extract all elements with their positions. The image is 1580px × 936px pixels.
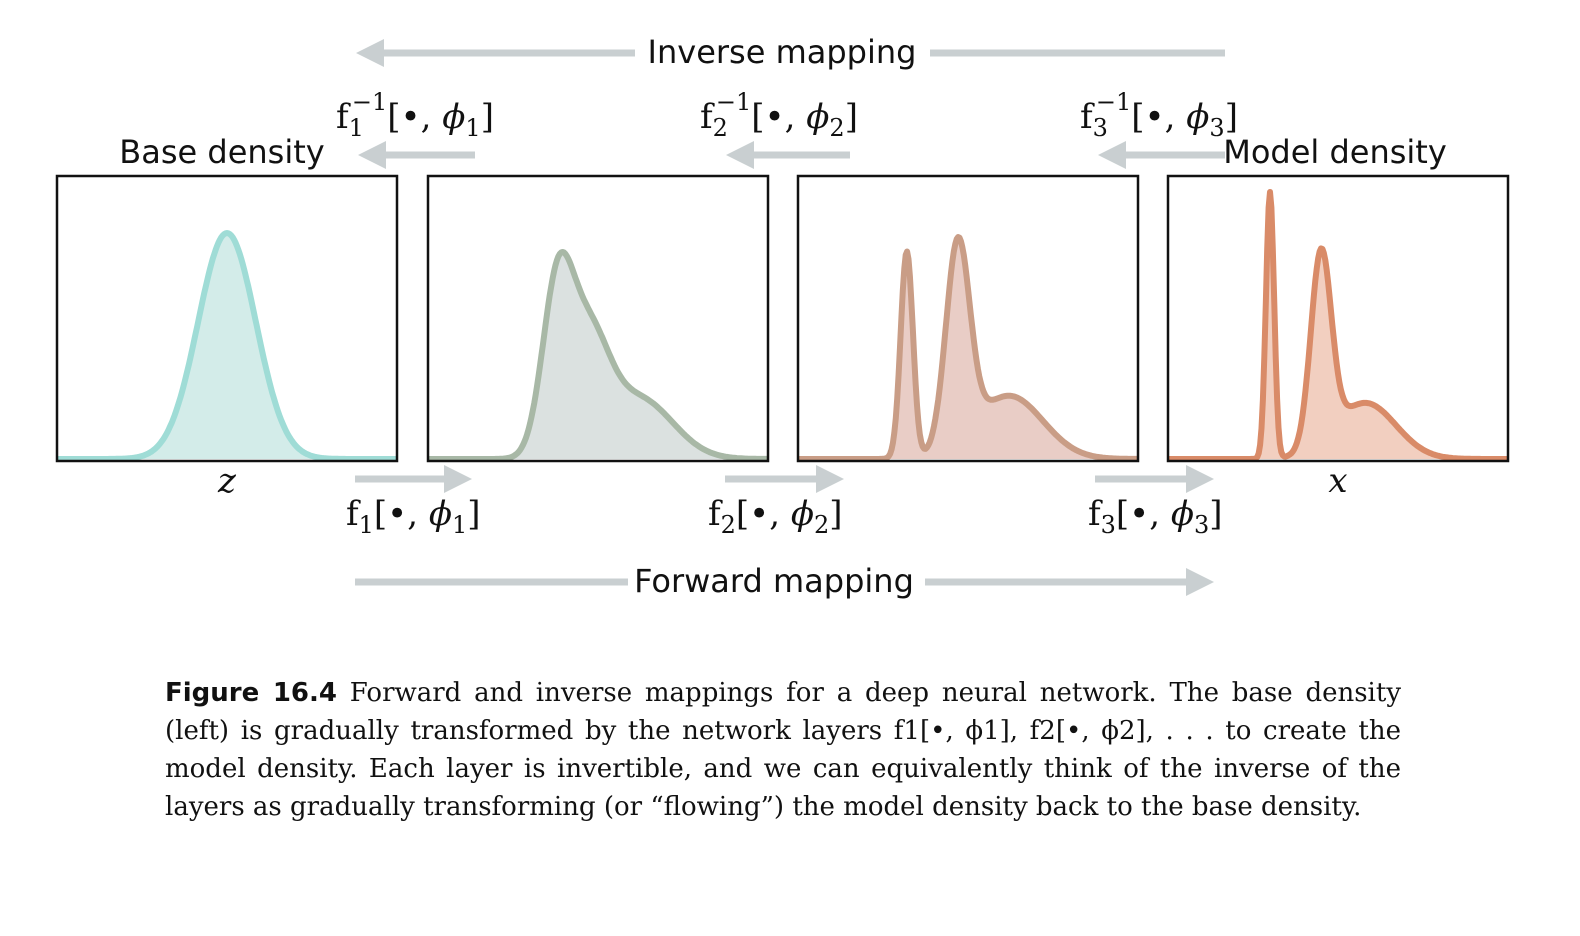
inverse-mapping-label: Inverse mapping [648,33,917,71]
svg-text:f1−1[•, ϕ1]: f1−1[•, ϕ1] [336,88,494,142]
base-density-fill [57,233,397,459]
model-density-curve [1166,189,1510,462]
caption-text: Forward and inverse mappings for a deep … [165,678,1402,822]
model-density-fill [1168,192,1508,459]
base-density-label: Base density [119,133,324,171]
axis-label-z: z [217,461,237,501]
axis-label-x: x [1328,461,1347,501]
model-density-label: Model density [1223,133,1447,171]
intermediate-density-2-fill [798,237,1138,459]
intermediate-density-2-curve [796,234,1140,462]
svg-text:f3[•, ϕ3]: f3[•, ϕ3] [1088,494,1223,539]
panel-frame-4 [1166,174,1510,463]
density-panel-1 [55,174,399,463]
panel-frame-1 [55,174,399,463]
inverse-layer-label-2: f2−1[•, ϕ2] [700,88,858,142]
intermediate-density-1-curve [426,249,770,462]
forward-layer-label-2: f2[•, ϕ2] [708,494,843,539]
svg-text:f2[•, ϕ2]: f2[•, ϕ2] [708,494,843,539]
svg-text:f2−1[•, ϕ2]: f2−1[•, ϕ2] [700,88,858,142]
forward-mapping-label: Forward mapping [634,562,914,600]
density-panel-3 [796,174,1140,463]
figure-number: Figure 16.4 [165,678,337,708]
forward-layer-label-1: f1[•, ϕ1] [346,494,481,539]
svg-text:f3−1[•, ϕ3]: f3−1[•, ϕ3] [1080,88,1238,142]
density-panel-4 [1166,174,1510,463]
density-panel-2 [426,174,770,463]
intermediate-density-1-fill [428,252,768,459]
svg-text:f1[•, ϕ1]: f1[•, ϕ1] [346,494,481,539]
panel-frame-3 [796,174,1140,463]
normalizing-flow-diagram: Inverse mapping f1−1[•, ϕ1] f2−1[•, ϕ2] … [55,33,1510,600]
panel-frame-2 [426,174,770,463]
base-density-curve [55,230,399,462]
inverse-layer-label-3: f3−1[•, ϕ3] [1080,88,1238,142]
forward-layer-label-3: f3[•, ϕ3] [1088,494,1223,539]
figure-caption: Figure 16.4 Forward and inverse mappings… [165,674,1401,826]
inverse-layer-label-1: f1−1[•, ϕ1] [336,88,494,142]
